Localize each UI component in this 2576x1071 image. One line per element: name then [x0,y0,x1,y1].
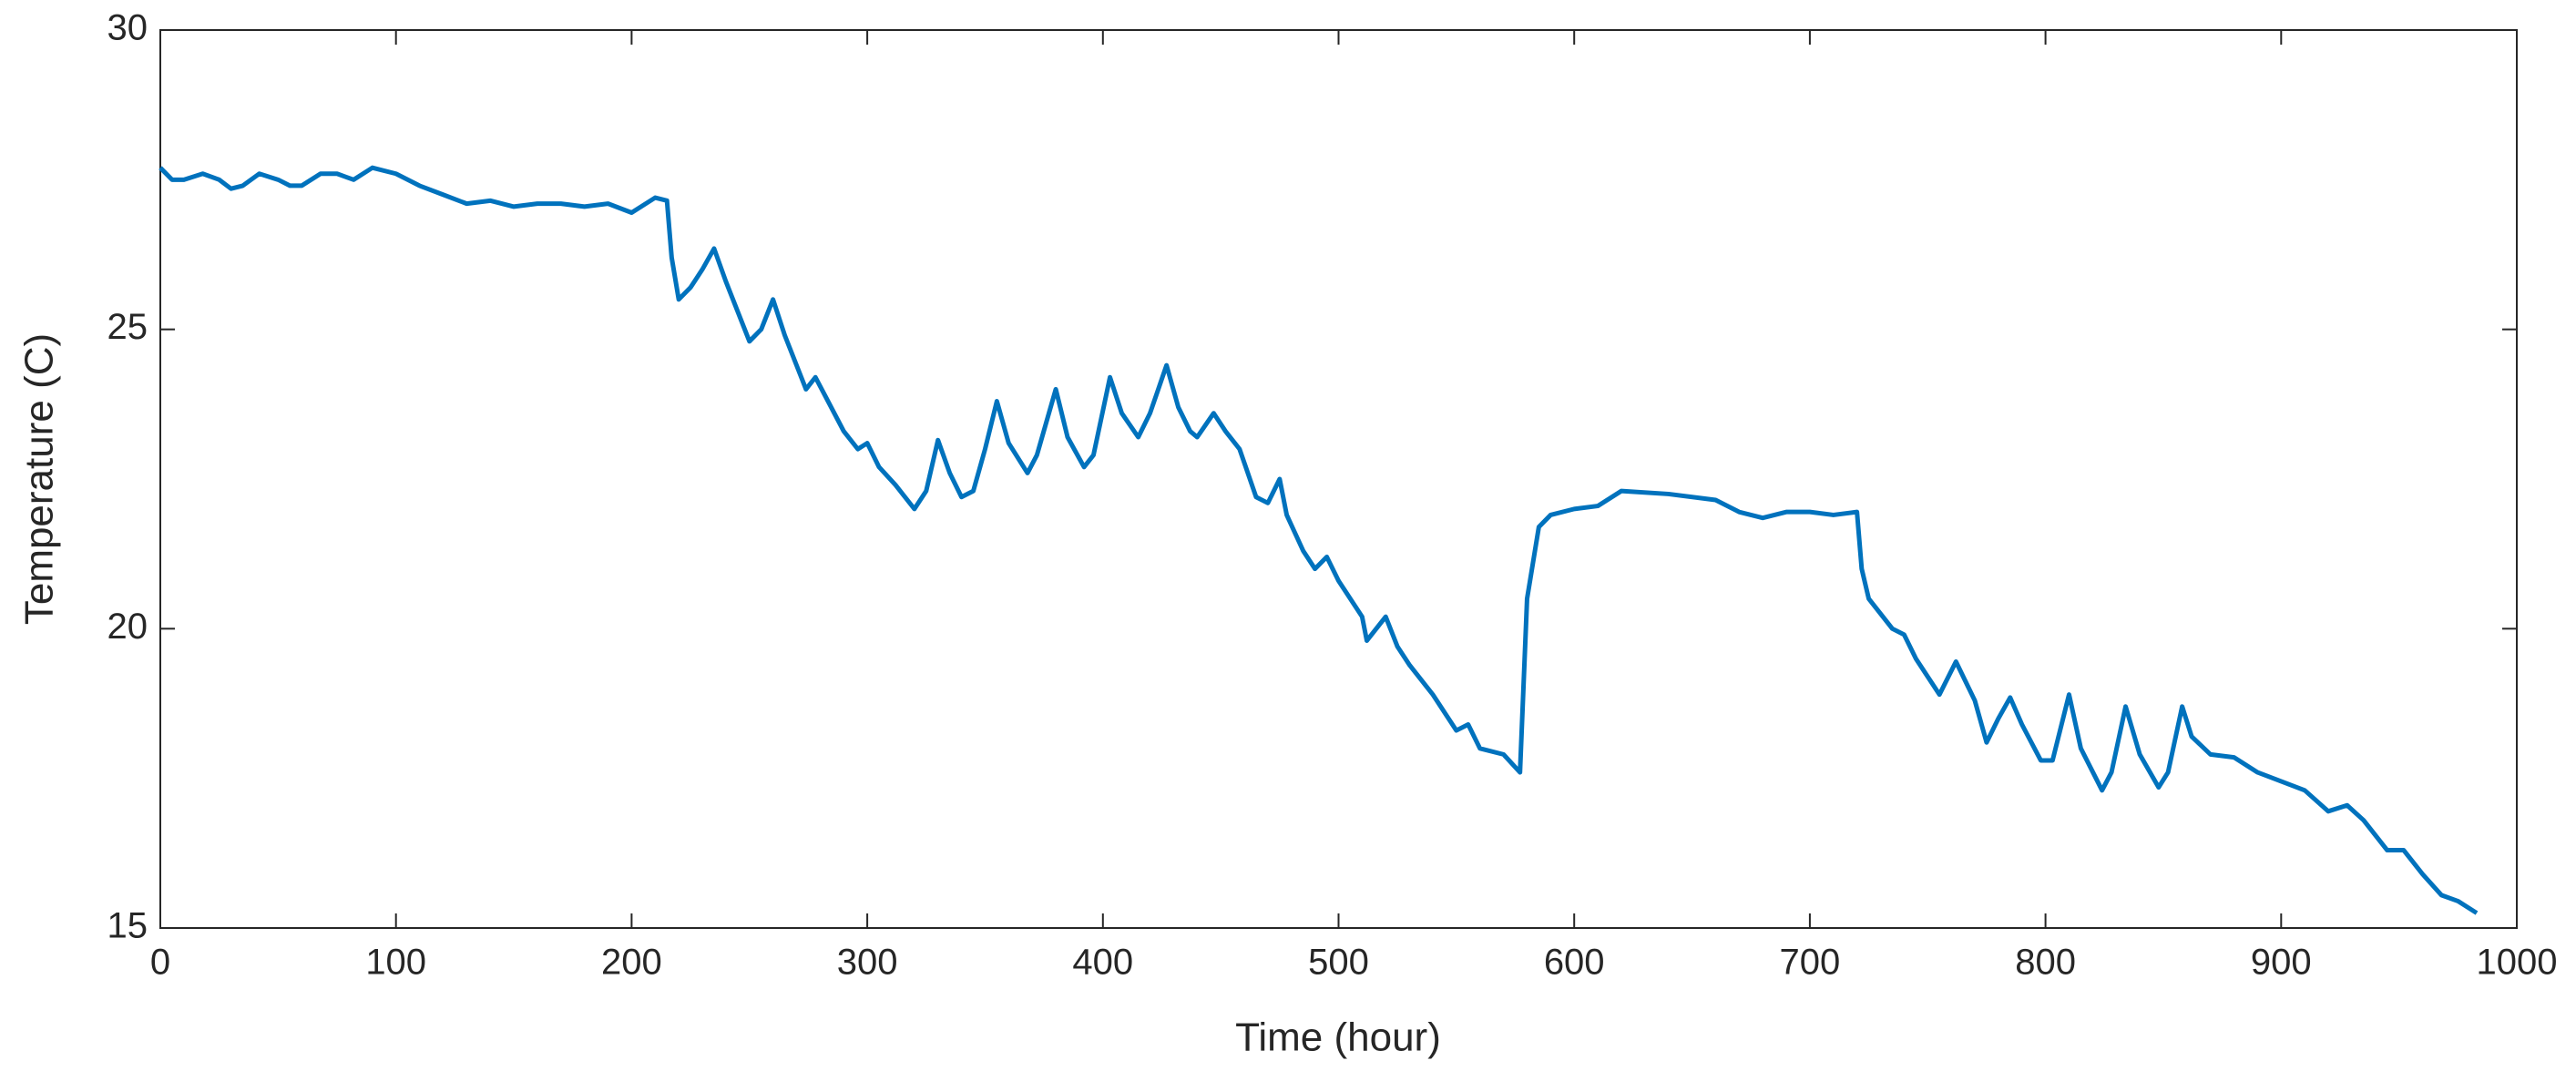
x-tick-label: 1000 [2477,943,2558,983]
x-tick-label: 600 [1544,943,1605,983]
x-tick-label: 800 [2015,943,2076,983]
x-tick-label: 700 [1780,943,1841,983]
x-tick-label: 200 [601,943,662,983]
x-tick-label: 0 [150,943,170,983]
line-series [158,165,2479,915]
x-tick-label: 500 [1308,943,1369,983]
x-tick-label: 900 [2251,943,2312,983]
x-tick-label: 300 [837,943,898,983]
x-tick-label: 100 [365,943,426,983]
y-tick-label: 20 [107,607,148,647]
x-axis-label: Time (hour) [1235,1015,1441,1060]
y-tick-label: 30 [107,8,148,48]
y-tick-label: 25 [107,307,148,347]
y-axis-label: Temperature (C) [17,333,62,625]
plot-frame [159,29,2518,929]
y-tick-label: 15 [107,906,148,946]
x-tick-label: 400 [1072,943,1133,983]
